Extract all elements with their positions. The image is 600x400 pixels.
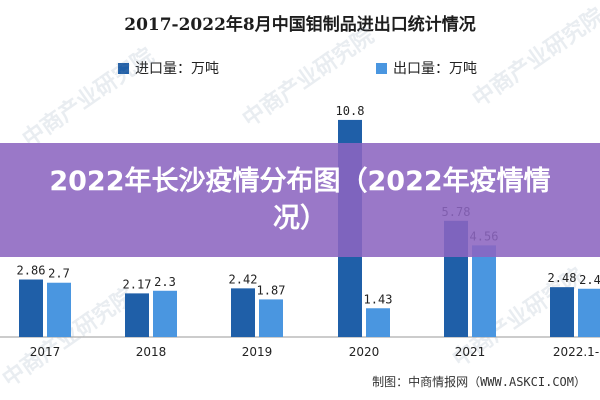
data-label: 2.42 xyxy=(229,272,258,286)
data-label: 2.48 xyxy=(548,271,577,285)
data-label: 2.4 xyxy=(579,273,600,287)
overlay-banner: 2022年长沙疫情分布图（2022年疫情情况） xyxy=(0,143,600,257)
data-label: 2.17 xyxy=(123,277,152,291)
bar-export xyxy=(153,290,177,337)
data-label: 1.43 xyxy=(364,292,393,306)
bar-export xyxy=(472,245,496,337)
x-tick-label: 2020 xyxy=(349,345,380,359)
legend-swatch-import xyxy=(118,62,129,74)
source-credit: 制图：中商情报网（WWW.ASKCI.COM） xyxy=(372,375,586,389)
legend-label-import: 进口量：万吨 xyxy=(135,61,219,77)
bar-import xyxy=(550,287,574,337)
chart-title: 2017-2022年8月中国钼制品进出口统计情况 xyxy=(124,15,476,35)
x-tick-label: 2021 xyxy=(455,345,486,359)
x-tick-label: 2017 xyxy=(30,345,61,359)
legend-swatch-export xyxy=(376,62,387,74)
bar-import xyxy=(125,293,149,337)
legend-item-import: 进口量：万吨 xyxy=(118,58,219,78)
data-label: 1.87 xyxy=(257,283,286,297)
data-label: 10.8 xyxy=(336,104,365,118)
x-tick-label: 2019 xyxy=(242,345,273,359)
overlay-banner-text: 2022年长沙疫情分布图（2022年疫情情况） xyxy=(49,166,551,234)
data-label: 2.86 xyxy=(17,264,46,278)
data-label: 2.7 xyxy=(48,267,70,281)
bar-export xyxy=(259,299,283,337)
legend-label-export: 出口量：万吨 xyxy=(393,61,477,77)
bar-import xyxy=(19,279,43,337)
bar-export xyxy=(366,308,390,337)
legend-item-export: 出口量：万吨 xyxy=(376,58,477,78)
x-tick-label: 2018 xyxy=(136,345,167,359)
bar-export xyxy=(578,288,600,337)
bar-import xyxy=(231,288,255,337)
x-tick-label: 2022.1- xyxy=(553,345,599,359)
data-label: 2.3 xyxy=(154,275,176,289)
bar-export xyxy=(47,282,71,337)
